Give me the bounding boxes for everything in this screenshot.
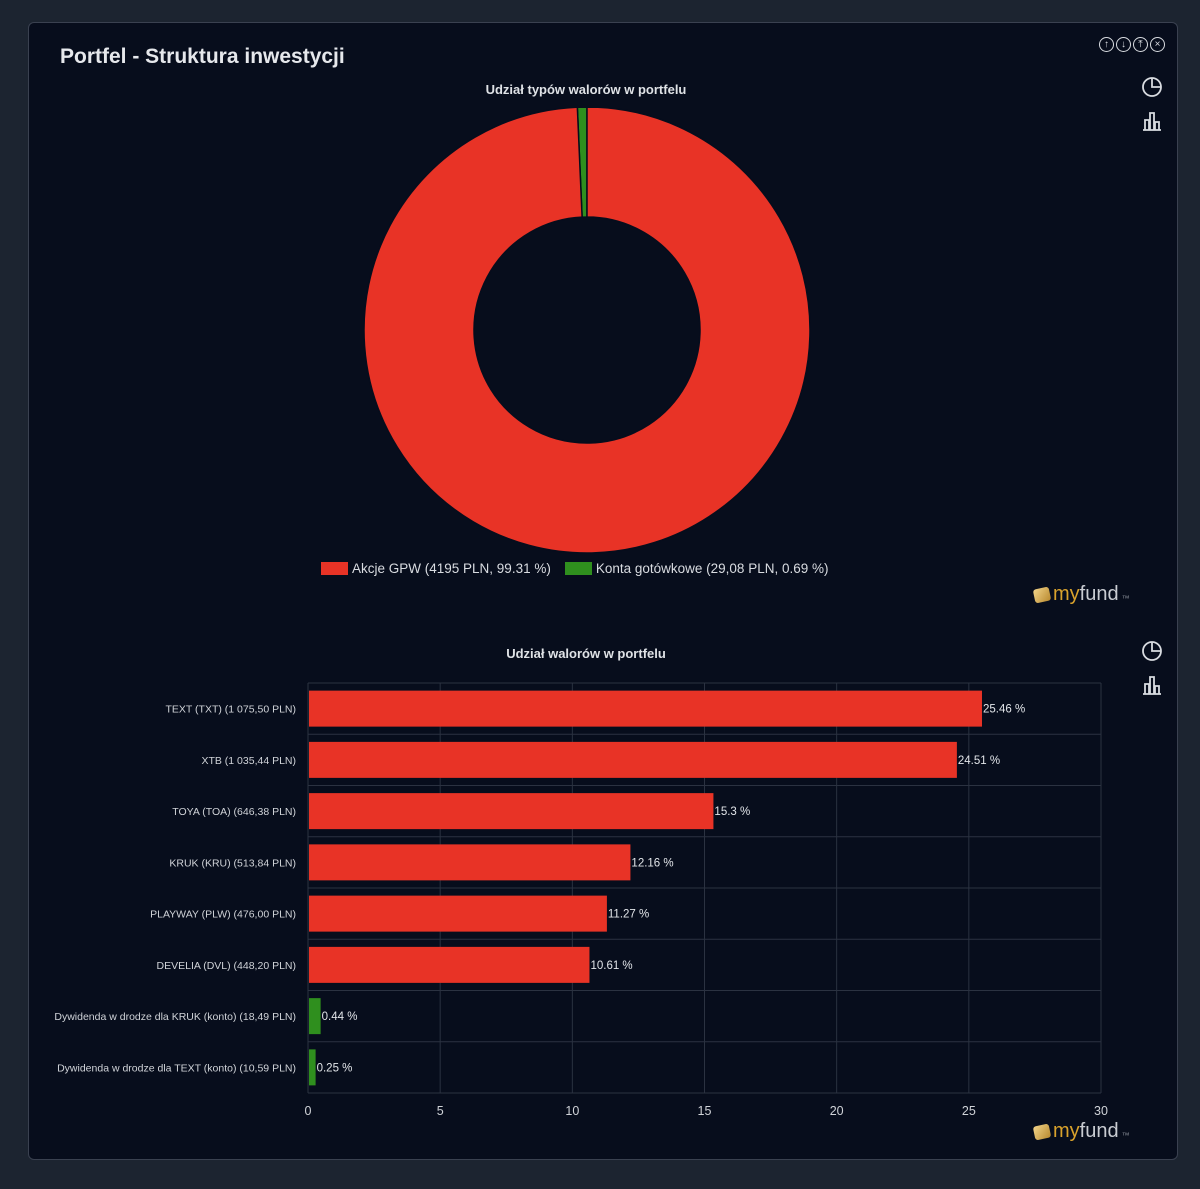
legend-label-akcje-gpw: Akcje GPW (4195 PLN, 99.31 %) <box>352 561 551 576</box>
category-label: TOYA (TOA) (646,38 PLN) <box>172 806 296 818</box>
value-label: 25.46 % <box>983 704 1025 716</box>
close-icon[interactable]: × <box>1150 37 1165 52</box>
collapse-icon[interactable]: ⤒ <box>1133 37 1148 52</box>
bar[interactable] <box>309 998 321 1035</box>
bar-chart-view-icon[interactable] <box>1140 109 1164 133</box>
pie-chart-view-icon[interactable] <box>1140 639 1164 663</box>
bar[interactable] <box>309 1049 316 1086</box>
window-controls: ↑ ↓ ⤒ × <box>1099 37 1165 52</box>
legend-item-konta-gotowkowe[interactable]: Konta gotówkowe (29,08 PLN, 0.69 %) <box>564 561 829 576</box>
donut-chart-title: Udział typów walorów w portfelu <box>485 82 687 97</box>
logo-trademark: ™ <box>1121 1131 1130 1140</box>
category-label: Dywidenda w drodze dla TEXT (konto) (10,… <box>57 1062 296 1074</box>
bar[interactable] <box>309 793 714 830</box>
x-tick-label: 5 <box>437 1104 444 1118</box>
portfolio-panel: Portfel - Struktura inwestycji ↑ ↓ ⤒ × U… <box>28 22 1178 1160</box>
value-label: 24.51 % <box>958 755 1000 767</box>
legend-item-akcje-gpw[interactable]: Akcje GPW (4195 PLN, 99.31 %) <box>321 561 551 576</box>
bar[interactable] <box>309 895 607 932</box>
legend-swatch-green <box>564 562 592 575</box>
bar[interactable] <box>309 946 590 983</box>
scroll-down-icon[interactable]: ↓ <box>1116 37 1131 52</box>
panel-title: Portfel - Struktura inwestycji <box>60 45 345 68</box>
value-label: 11.27 % <box>608 909 649 921</box>
bar[interactable] <box>309 844 631 881</box>
value-label: 0.25 % <box>317 1062 353 1074</box>
category-label: XTB (1 035,44 PLN) <box>201 755 296 767</box>
bar-chart-view-icon[interactable] <box>1140 673 1164 697</box>
pie-chart-view-icon[interactable] <box>1140 75 1164 99</box>
myfund-logo-icon <box>1032 585 1052 604</box>
x-tick-label: 30 <box>1094 1104 1108 1118</box>
category-label: Dywidenda w drodze dla KRUK (konto) (18,… <box>54 1011 296 1023</box>
logo-text-my: my <box>1053 583 1080 605</box>
bar[interactable] <box>309 690 982 727</box>
value-label: 10.61 % <box>590 960 632 972</box>
x-tick-label: 0 <box>305 1104 312 1118</box>
myfund-logo: my fund ™ <box>1032 1120 1130 1143</box>
logo-text-fund: fund <box>1079 1120 1119 1142</box>
bar-chart: 0 5 10 15 20 25 30 TEXT (TXT) (1 075,50 PLN) 25.… <box>54 682 1108 1118</box>
x-tick-label: 20 <box>830 1104 844 1118</box>
value-label: 12.16 % <box>631 857 673 869</box>
x-tick-label: 15 <box>698 1104 712 1118</box>
category-label: PLAYWAY (PLW) (476,00 PLN) <box>150 909 296 921</box>
donut-chart <box>363 108 811 554</box>
donut-slice-0[interactable] <box>363 108 811 554</box>
value-label: 15.3 % <box>714 806 750 818</box>
myfund-logo-icon <box>1032 1122 1052 1141</box>
myfund-logo: my fund ™ <box>1032 583 1130 606</box>
bar-grid <box>307 682 1102 1094</box>
value-label: 0.44 % <box>322 1011 358 1023</box>
logo-text-fund: fund <box>1079 583 1119 605</box>
category-label: DEVELIA (DVL) (448,20 PLN) <box>157 960 296 972</box>
bar-chart-title: Udział walorów w portfelu <box>506 646 666 661</box>
scroll-up-icon[interactable]: ↑ <box>1099 37 1114 52</box>
x-tick-label: 25 <box>962 1104 976 1118</box>
bar[interactable] <box>309 741 957 778</box>
category-label: TEXT (TXT) (1 075,50 PLN) <box>165 704 296 716</box>
logo-trademark: ™ <box>1121 594 1130 603</box>
x-tick-label: 10 <box>565 1104 579 1118</box>
logo-text-my: my <box>1053 1120 1080 1142</box>
legend-label-konta-gotowkowe: Konta gotówkowe (29,08 PLN, 0.69 %) <box>595 561 829 576</box>
legend-swatch-red <box>321 562 348 575</box>
category-label: KRUK (KRU) (513,84 PLN) <box>169 857 296 869</box>
donut-legend: Akcje GPW (4195 PLN, 99.31 %) Konta gotó… <box>321 561 828 576</box>
